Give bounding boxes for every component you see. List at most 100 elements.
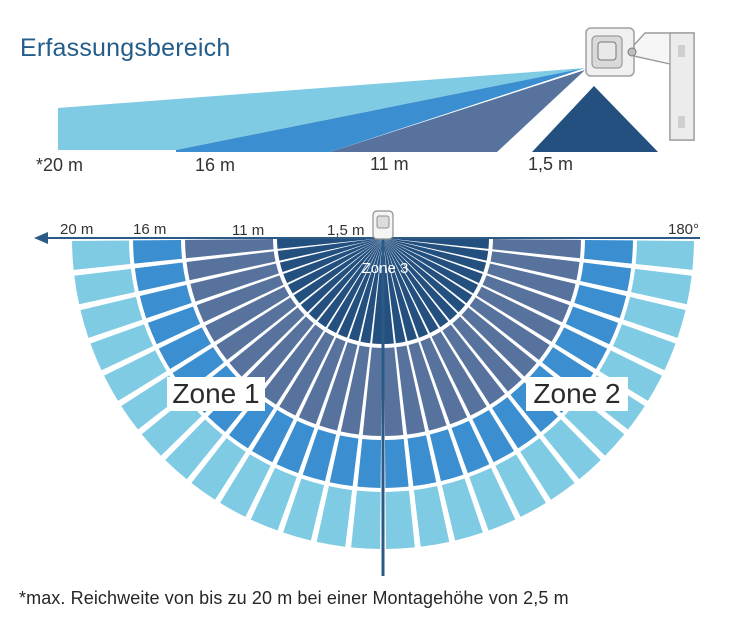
- wedge-1-5m: [383, 238, 479, 294]
- wedge-20m: [72, 240, 131, 270]
- wedge-1-5m: [383, 238, 466, 313]
- wedge-11m: [420, 337, 468, 425]
- wedge-16m: [451, 420, 490, 474]
- wedge-1-5m: [360, 238, 383, 344]
- wedge-11m: [261, 324, 324, 405]
- wedge-11m: [298, 337, 346, 425]
- wedge-11m: [340, 345, 370, 435]
- zone-1-label-bg: [167, 377, 265, 411]
- sensor-top-face: [376, 215, 390, 229]
- wedge-11m: [408, 342, 447, 431]
- wedge-11m: [205, 286, 290, 342]
- wedge-11m: [196, 275, 284, 323]
- wedge-1-5m: [277, 238, 383, 261]
- wedge-1-5m: [308, 238, 383, 321]
- wedge-11m: [469, 297, 550, 360]
- footnote: *max. Reichweite von bis zu 20 m bei ein…: [19, 588, 569, 608]
- wedge-20m: [564, 398, 625, 456]
- wedge-20m: [599, 350, 662, 401]
- wedge-1-5m: [383, 238, 489, 261]
- wedge-16m: [357, 438, 382, 488]
- wedge-1-5m: [383, 238, 394, 344]
- side-label-16m: 16 m: [195, 155, 235, 175]
- wedge-16m: [429, 429, 464, 482]
- side-label-11m: 11 m: [370, 154, 409, 174]
- wedge-11m: [384, 347, 404, 436]
- wedge-1-5m: [383, 238, 487, 273]
- wedge-16m: [574, 284, 627, 319]
- wedge-16m: [302, 429, 337, 482]
- wedge-1-5m: [372, 238, 383, 344]
- wedge-1-5m: [277, 238, 383, 249]
- wedge-20m: [104, 350, 167, 401]
- wedge-20m: [441, 478, 483, 541]
- wedge-16m: [472, 410, 514, 463]
- wedge-1-5m: [279, 238, 383, 273]
- side-label-1-5m: 1,5 m: [528, 154, 573, 174]
- sensor-top-view: [372, 210, 394, 240]
- wedge-11m: [362, 347, 382, 436]
- range-wedges: [72, 238, 694, 549]
- wedge-11m: [186, 251, 276, 281]
- wedge-20m: [631, 268, 692, 305]
- wedge-1-5m: [348, 238, 383, 342]
- wedge-16m: [492, 397, 537, 449]
- wedge-20m: [635, 240, 694, 270]
- zone-1-label: Zone 1: [172, 378, 259, 409]
- wedge-20m: [612, 324, 676, 371]
- wedge-1-5m: [383, 238, 483, 284]
- wedge-20m: [141, 398, 202, 456]
- top-label-11m: 11 m: [232, 222, 264, 239]
- angle-label: 180°: [668, 221, 699, 238]
- wedge-11m: [229, 307, 305, 377]
- wedge-16m: [147, 306, 201, 345]
- top-view: 20 m 16 m 11 m 1,5 m 180° Zone 3 Zone 1 …: [34, 210, 700, 576]
- axis-arrow-left: [34, 232, 48, 244]
- wall-mount-slot-bottom: [678, 116, 685, 128]
- wedge-1-5m: [327, 238, 383, 334]
- wedge-11m: [490, 251, 580, 281]
- zone-2-label-bg: [526, 377, 628, 411]
- top-label-1-5m: 1,5 m: [327, 222, 365, 239]
- wedge-1-5m: [383, 238, 458, 321]
- wedge-16m: [565, 306, 619, 345]
- side-beam-1-5m: [532, 86, 658, 152]
- wedge-1-5m: [383, 238, 449, 328]
- wedge-1-5m: [337, 238, 383, 338]
- wedge-11m: [487, 263, 576, 302]
- side-view: *20 m 16 m 11 m 1,5 m: [36, 27, 695, 175]
- wedge-16m: [384, 438, 409, 488]
- wedge-11m: [431, 331, 487, 416]
- page-title: Erfassungsbereich: [20, 34, 231, 62]
- wall-mount-slot-top: [678, 45, 685, 57]
- wedge-16m: [583, 239, 633, 264]
- wedge-1-5m: [383, 238, 489, 249]
- wedge-11m: [185, 239, 274, 259]
- wedge-11m: [319, 342, 358, 431]
- sensor-lens: [597, 41, 617, 61]
- wedge-20m: [250, 467, 297, 531]
- wedge-16m: [276, 420, 315, 474]
- wedge-1-5m: [300, 238, 383, 313]
- wedge-11m: [452, 316, 522, 392]
- wedge-20m: [74, 268, 135, 305]
- wedge-20m: [385, 490, 415, 549]
- sensor-pivot: [627, 47, 637, 57]
- side-beam-20m: [58, 68, 585, 150]
- wedge-20m: [220, 454, 271, 517]
- zone-2-label: Zone 2: [533, 378, 620, 409]
- wedge-20m: [520, 438, 575, 500]
- wedge-16m: [252, 410, 294, 463]
- side-beam-16m: [176, 68, 585, 152]
- top-label-20m: 20 m: [60, 221, 93, 238]
- wedge-20m: [543, 419, 601, 480]
- wedge-1-5m: [317, 238, 383, 328]
- wedge-1-5m: [383, 238, 439, 334]
- top-label-16m: 16 m: [133, 221, 166, 238]
- wedge-1-5m: [283, 238, 383, 284]
- wedge-16m: [329, 435, 359, 487]
- wedge-20m: [495, 454, 546, 517]
- wedge-20m: [90, 324, 154, 371]
